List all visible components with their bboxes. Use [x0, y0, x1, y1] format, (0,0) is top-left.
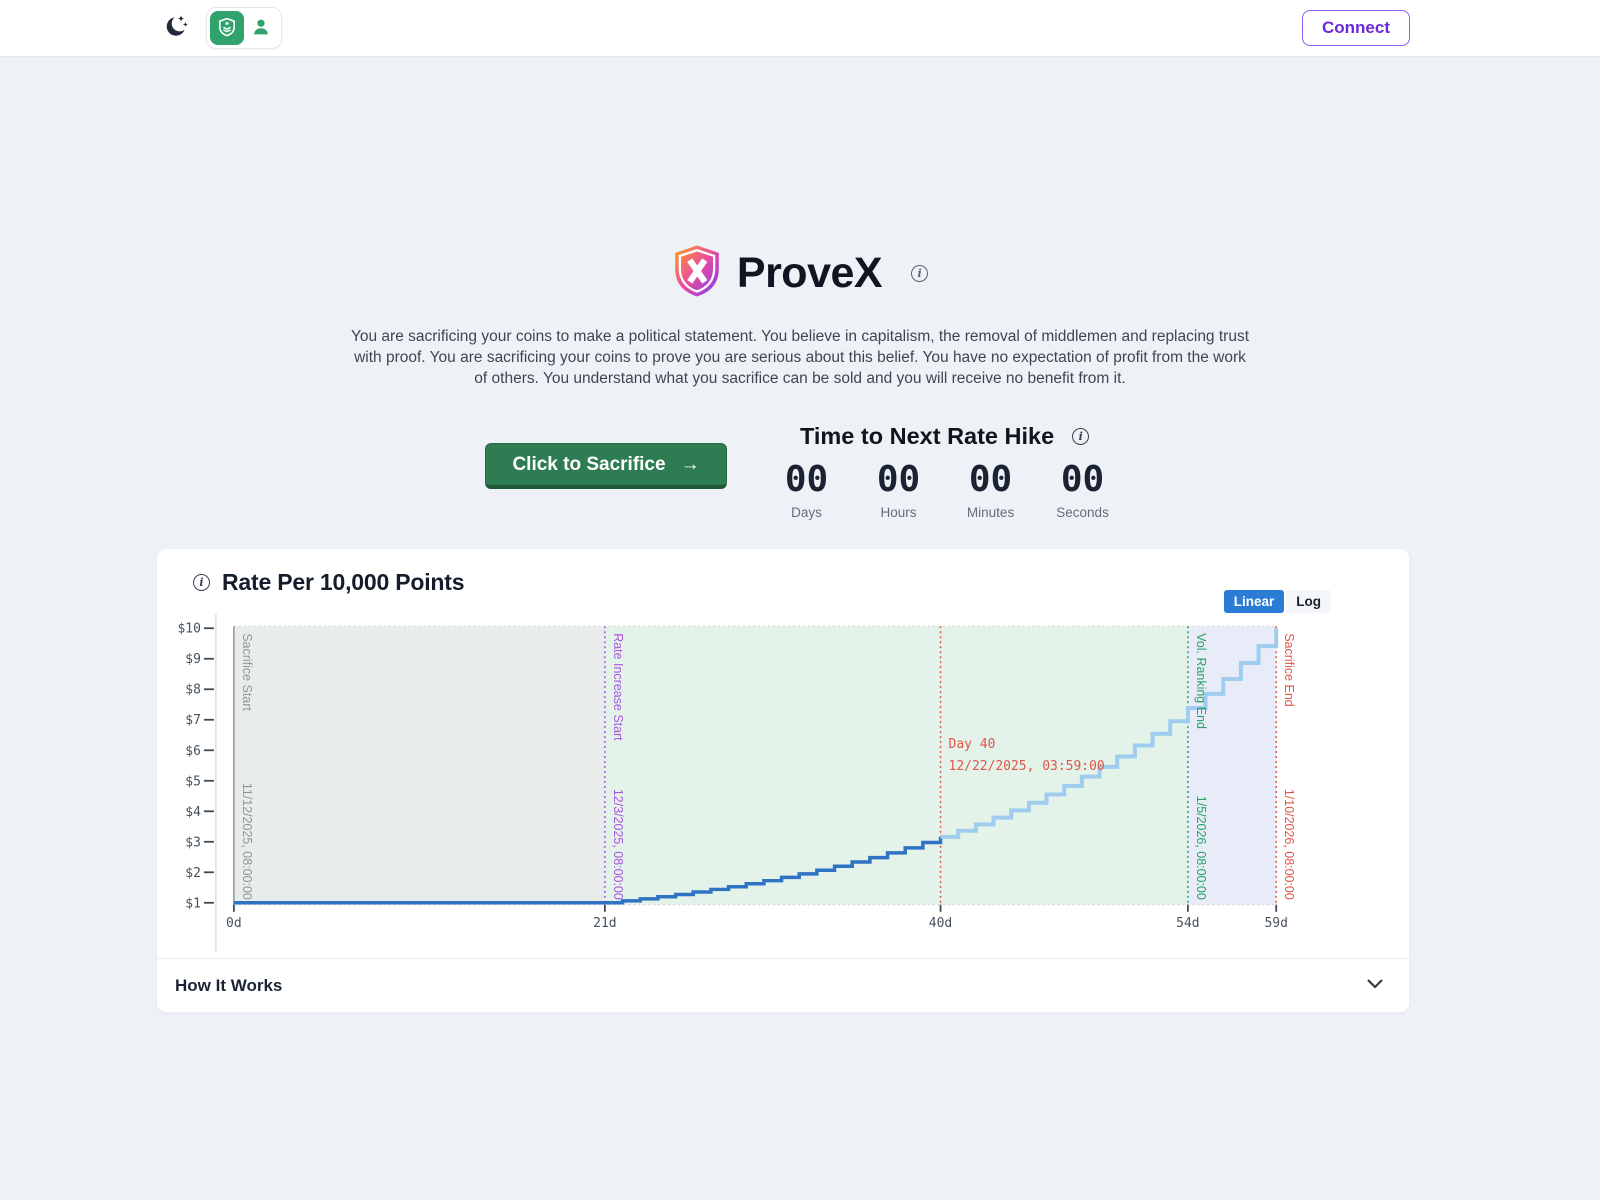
sacrifice-button[interactable]: Click to Sacrifice → — [485, 443, 727, 490]
person-icon — [251, 17, 271, 40]
rate-chart-card: i Rate Per 10,000 Points Linear Log $1 $2… — [156, 548, 1410, 1014]
countdown-days-value: 00 — [784, 459, 829, 501]
svg-text:1/5/2026, 08:00:00: 1/5/2026, 08:00:00 — [1194, 796, 1208, 900]
moon-icon — [163, 14, 189, 43]
svg-text:12/3/2025, 08:00:00: 12/3/2025, 08:00:00 — [611, 789, 625, 900]
linear-scale-button[interactable]: Linear — [1223, 590, 1285, 614]
rank-mode-button[interactable] — [210, 11, 244, 45]
rate-chart[interactable]: $1 $2 $3 $4 $5 $6 $7 $8 $9 $10 0d 21d 40d 54d 59d Sacri… — [157, 600, 1409, 958]
svg-text:$8: $8 — [185, 683, 201, 698]
mode-toggle-group — [206, 7, 282, 49]
countdown-seconds-label: Seconds — [1056, 505, 1109, 521]
countdown-minutes-value: 00 — [968, 459, 1013, 501]
countdown-hours-value: 00 — [876, 459, 921, 501]
countdown-seconds-value: 00 — [1060, 459, 1105, 501]
svg-text:54d: 54d — [1176, 916, 1199, 931]
svg-text:1/10/2026, 08:00:00: 1/10/2026, 08:00:00 — [1282, 789, 1296, 900]
title-info-icon[interactable]: i — [911, 265, 929, 282]
hero-section: ProveX i You are sacrificing your coins … — [0, 57, 1600, 520]
svg-text:40d: 40d — [929, 916, 952, 931]
svg-text:$4: $4 — [185, 805, 201, 820]
svg-text:$7: $7 — [185, 713, 201, 728]
chevron-down-icon — [1363, 973, 1387, 998]
svg-text:0d: 0d — [226, 916, 242, 931]
svg-text:$6: $6 — [185, 744, 201, 759]
how-it-works-label: How It Works — [175, 975, 283, 995]
countdown-seconds: 00 Seconds — [1051, 461, 1115, 520]
log-scale-button[interactable]: Log — [1286, 590, 1331, 614]
svg-text:11/12/2025, 08:00:00: 11/12/2025, 08:00:00 — [240, 783, 254, 900]
chart-title: Rate Per 10,000 Points — [222, 569, 465, 596]
countdown-minutes: 00 Minutes — [959, 461, 1023, 520]
countdown-days-label: Days — [791, 505, 822, 521]
theme-toggle-button[interactable] — [163, 14, 189, 43]
sacrifice-button-label: Click to Sacrifice — [512, 454, 666, 476]
profile-mode-button[interactable] — [244, 11, 278, 45]
countdown-hours: 00 Hours — [867, 461, 931, 520]
how-it-works-toggle[interactable]: How It Works — [157, 958, 1409, 1012]
navbar: Connect — [0, 0, 1600, 57]
page-title: ProveX — [736, 249, 883, 297]
svg-text:Day 40: Day 40 — [949, 737, 996, 752]
svg-text:$5: $5 — [185, 774, 201, 789]
svg-text:$2: $2 — [185, 866, 201, 881]
sacrifice-statement: You are sacrificing your coins to make a… — [350, 328, 1250, 387]
svg-text:12/22/2025, 03:59:00: 12/22/2025, 03:59:00 — [949, 759, 1105, 774]
svg-text:Sacrifice End: Sacrifice End — [1282, 633, 1296, 707]
svg-text:21d: 21d — [593, 916, 616, 931]
countdown-title: Time to Next Rate Hike — [799, 423, 1055, 450]
svg-text:$3: $3 — [185, 835, 201, 850]
svg-text:Vol. Ranking End: Vol. Ranking End — [1194, 633, 1208, 729]
countdown-minutes-label: Minutes — [966, 505, 1015, 521]
countdown-days: 00 Days — [775, 461, 839, 520]
connect-wallet-button[interactable]: Connect — [1302, 10, 1410, 46]
svg-text:Rate Increase Start: Rate Increase Start — [611, 633, 625, 741]
svg-text:$9: $9 — [185, 652, 201, 667]
chart-info-icon[interactable]: i — [193, 574, 210, 592]
countdown-info-icon[interactable]: i — [1072, 428, 1090, 446]
svg-text:Sacrifice Start: Sacrifice Start — [240, 633, 254, 711]
svg-text:$10: $10 — [177, 622, 200, 637]
rate-hike-countdown: Time to Next Rate Hike i 00 Days 00 Hour… — [775, 423, 1115, 520]
arrow-right-icon: → — [680, 454, 700, 476]
provex-shield-logo — [672, 244, 722, 303]
countdown-hours-label: Hours — [880, 505, 917, 521]
svg-text:59d: 59d — [1264, 916, 1287, 931]
rank-badge-icon — [217, 17, 237, 40]
svg-text:$1: $1 — [185, 896, 201, 911]
scale-toggle: Linear Log — [1223, 590, 1331, 614]
